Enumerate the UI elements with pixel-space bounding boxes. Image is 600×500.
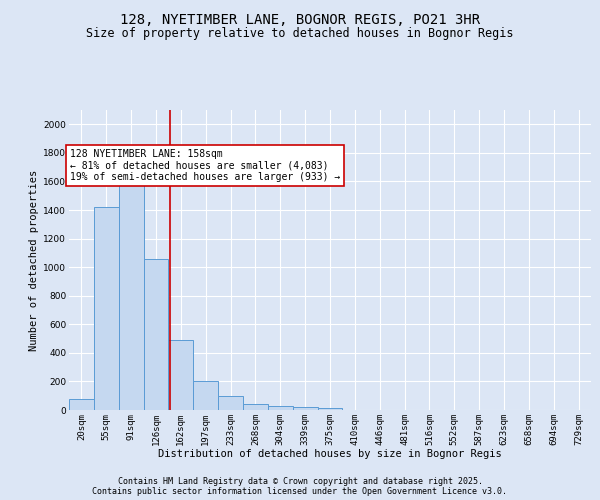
Bar xyxy=(268,406,293,410)
Text: Contains HM Land Registry data © Crown copyright and database right 2025.: Contains HM Land Registry data © Crown c… xyxy=(118,477,482,486)
Bar xyxy=(243,404,268,410)
Bar xyxy=(69,398,94,410)
Text: 128 NYETIMBER LANE: 158sqm
← 81% of detached houses are smaller (4,083)
19% of s: 128 NYETIMBER LANE: 158sqm ← 81% of deta… xyxy=(70,148,340,182)
Bar xyxy=(218,396,243,410)
X-axis label: Distribution of detached houses by size in Bognor Regis: Distribution of detached houses by size … xyxy=(158,449,502,459)
Text: 128, NYETIMBER LANE, BOGNOR REGIS, PO21 3HR: 128, NYETIMBER LANE, BOGNOR REGIS, PO21 … xyxy=(120,12,480,26)
Y-axis label: Number of detached properties: Number of detached properties xyxy=(29,170,39,350)
Bar xyxy=(317,408,343,410)
Bar xyxy=(169,340,193,410)
Bar xyxy=(293,407,317,410)
Text: Size of property relative to detached houses in Bognor Regis: Size of property relative to detached ho… xyxy=(86,28,514,40)
Text: Contains public sector information licensed under the Open Government Licence v3: Contains public sector information licen… xyxy=(92,487,508,496)
Bar xyxy=(143,258,169,410)
Bar xyxy=(94,207,119,410)
Bar xyxy=(193,380,218,410)
Bar xyxy=(119,180,143,410)
